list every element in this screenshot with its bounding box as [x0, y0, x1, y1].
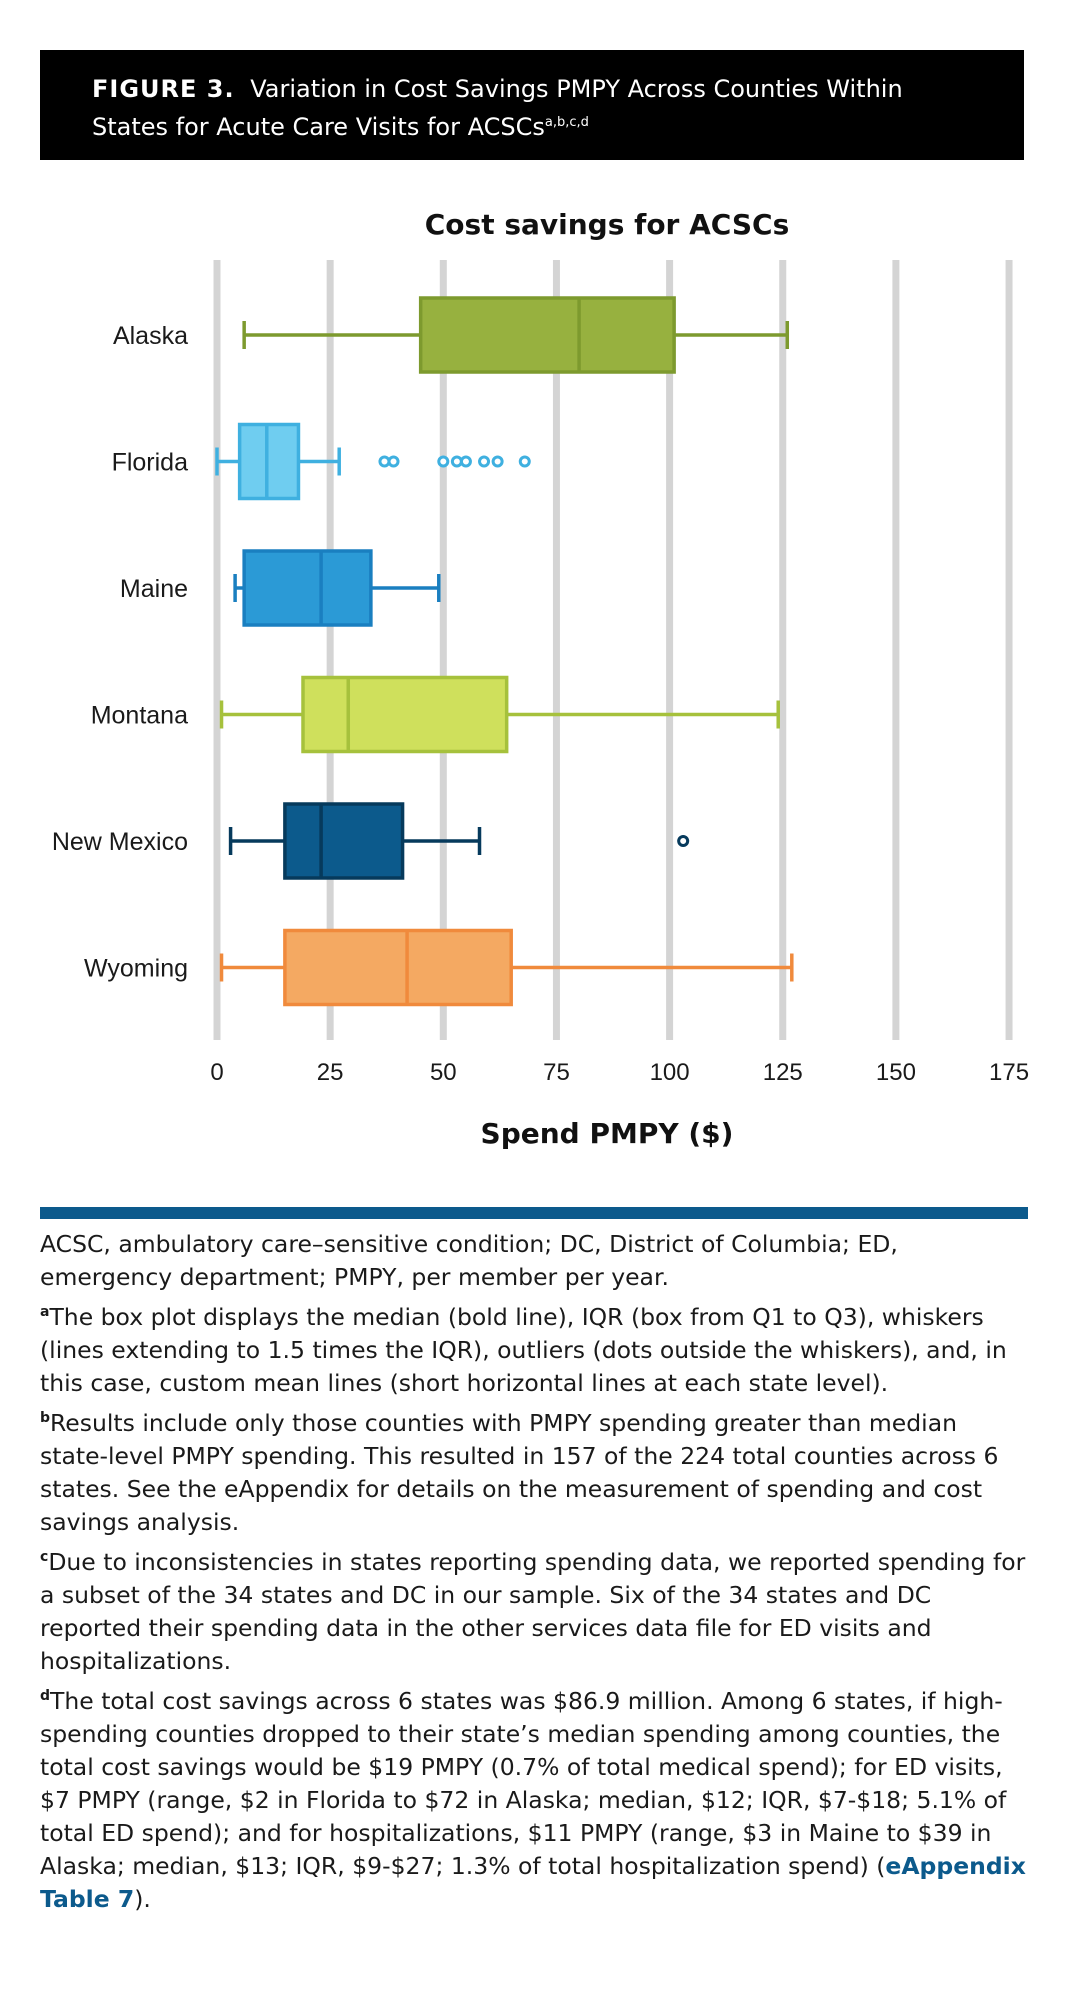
note-b-text: Results include only those counties with…: [40, 1409, 999, 1536]
outlier-florida-1: [387, 455, 400, 468]
x-tick-label-125: 125: [763, 1059, 803, 1086]
outlier-florida-5: [478, 455, 491, 468]
note-d-mark: d: [40, 1688, 51, 1705]
note-d-end: ).: [134, 1885, 151, 1913]
note-b: bResults include only those counties wit…: [40, 1407, 1028, 1539]
figure-title-line1: Variation in Cost Savings PMPY Across Co…: [250, 75, 903, 103]
figure-header: FIGURE 3. Variation in Cost Savings PMPY…: [40, 50, 1024, 160]
note-d-text: The total cost savings across 6 states w…: [40, 1687, 1007, 1880]
box-wyoming: [283, 928, 513, 1007]
box-plot-chart: 0 25 50 75 100 125 150 175 Cost savings for ACSC…: [52, 208, 1029, 1150]
chart-title: Cost savings for ACSCs: [425, 208, 789, 241]
x-axis-label: Spend PMPY ($): [481, 1117, 734, 1150]
x-tick-label-75: 75: [543, 1059, 570, 1086]
figure-title-superscript: a,b,c,d: [544, 115, 589, 130]
category-label-maine: Maine: [120, 575, 188, 603]
eappendix-table-7-link[interactable]: eAppendix Table 7: [40, 1852, 1026, 1913]
x-tick-label-0: 0: [210, 1059, 223, 1086]
note-c: cDue to inconsistencies in states report…: [40, 1546, 1028, 1678]
outlier-florida-7: [518, 455, 531, 468]
x-tick-label-25: 25: [317, 1059, 344, 1086]
x-tick-label-50: 50: [430, 1059, 457, 1086]
outlier-florida-6: [491, 455, 504, 468]
category-label-alaska: Alaska: [113, 322, 188, 350]
figure-notes: ACSC, ambulatory care–sensitive conditio…: [40, 1228, 1028, 1923]
figure-label: FIGURE 3.: [92, 75, 235, 103]
x-tick-label-100: 100: [650, 1059, 690, 1086]
box-florida: [237, 422, 301, 501]
category-label-wyoming: Wyoming: [84, 955, 188, 983]
note-abbreviations-text: ACSC, ambulatory care–sensitive conditio…: [40, 1230, 898, 1291]
box-montana: [301, 675, 509, 754]
note-c-mark: c: [40, 1549, 49, 1566]
section-divider: [40, 1207, 1028, 1219]
outlier-florida-2: [437, 455, 450, 468]
figure-title-line2: States for Acute Care Visits for ACSCs: [92, 113, 545, 141]
x-tick-label-175: 175: [989, 1059, 1029, 1086]
category-label-florida: Florida: [112, 449, 189, 477]
note-c-text: Due to inconsistencies in states reporti…: [40, 1548, 1026, 1675]
box-maine: [242, 549, 373, 627]
note-a-text: The box plot displays the median (bold l…: [40, 1303, 1007, 1397]
category-label-new-mexico: New Mexico: [52, 828, 188, 856]
box-alaska: [418, 296, 676, 374]
note-d: dThe total cost savings across 6 states …: [40, 1685, 1028, 1916]
category-label-montana: Montana: [91, 702, 188, 730]
outlier-florida-4: [459, 455, 472, 468]
note-a: aThe box plot displays the median (bold …: [40, 1301, 1028, 1400]
x-tick-label-150: 150: [876, 1059, 916, 1086]
note-abbreviations: ACSC, ambulatory care–sensitive conditio…: [40, 1228, 1028, 1294]
box-new-mexico: [283, 802, 405, 880]
note-a-mark: a: [40, 1304, 50, 1321]
outlier-new-mexico-0: [677, 835, 690, 847]
note-b-mark: b: [40, 1410, 51, 1427]
